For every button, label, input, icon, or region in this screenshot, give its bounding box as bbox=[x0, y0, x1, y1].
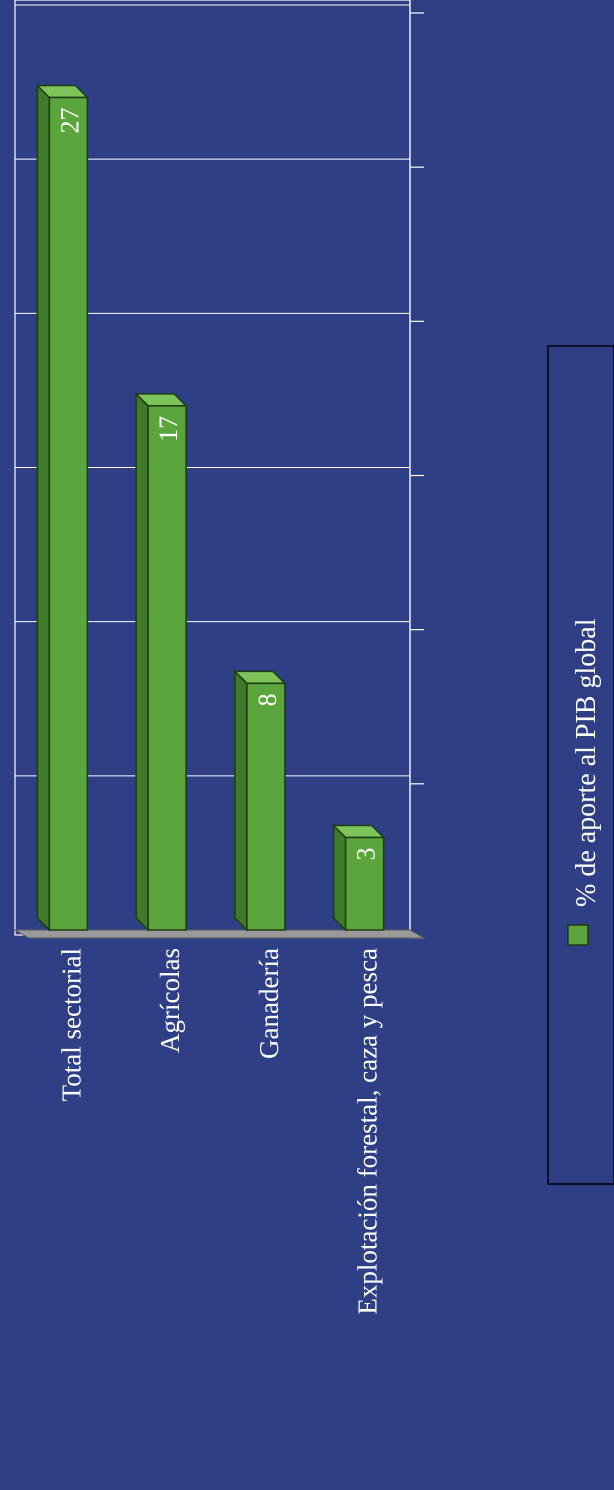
category-label: Ganadería bbox=[254, 948, 284, 1059]
legend-swatch bbox=[567, 924, 589, 946]
floor-plane bbox=[13, 929, 426, 939]
category-label: Total sectorial bbox=[56, 948, 86, 1101]
data-label: 27 bbox=[55, 108, 84, 134]
category-label: Explotación forestal, caza y pesca bbox=[353, 948, 383, 1315]
legend-box bbox=[547, 345, 614, 1185]
bar-side bbox=[332, 823, 347, 932]
data-label: 3 bbox=[352, 848, 381, 861]
bar bbox=[48, 96, 89, 931]
bar bbox=[147, 405, 187, 931]
bar-side bbox=[36, 83, 51, 932]
category-labels: Total sectorial Agrícolas Ganadería Explota… bbox=[56, 948, 382, 1315]
data-labels: 27 17 8 3 bbox=[55, 108, 380, 861]
legend-label: % de aporte al PIB global bbox=[571, 618, 602, 907]
data-label: 17 bbox=[154, 416, 183, 442]
bar-side bbox=[135, 392, 149, 932]
bar bbox=[344, 836, 385, 931]
bar bbox=[246, 682, 286, 931]
chart-floor bbox=[13, 929, 426, 939]
category-label: Agrícolas bbox=[155, 948, 185, 1053]
bar-side bbox=[234, 669, 248, 932]
value-axis-ticks bbox=[409, 0, 424, 939]
data-label: 8 bbox=[253, 693, 282, 706]
legend: % de aporte al PIB global bbox=[547, 345, 614, 1185]
bars bbox=[35, 83, 386, 932]
